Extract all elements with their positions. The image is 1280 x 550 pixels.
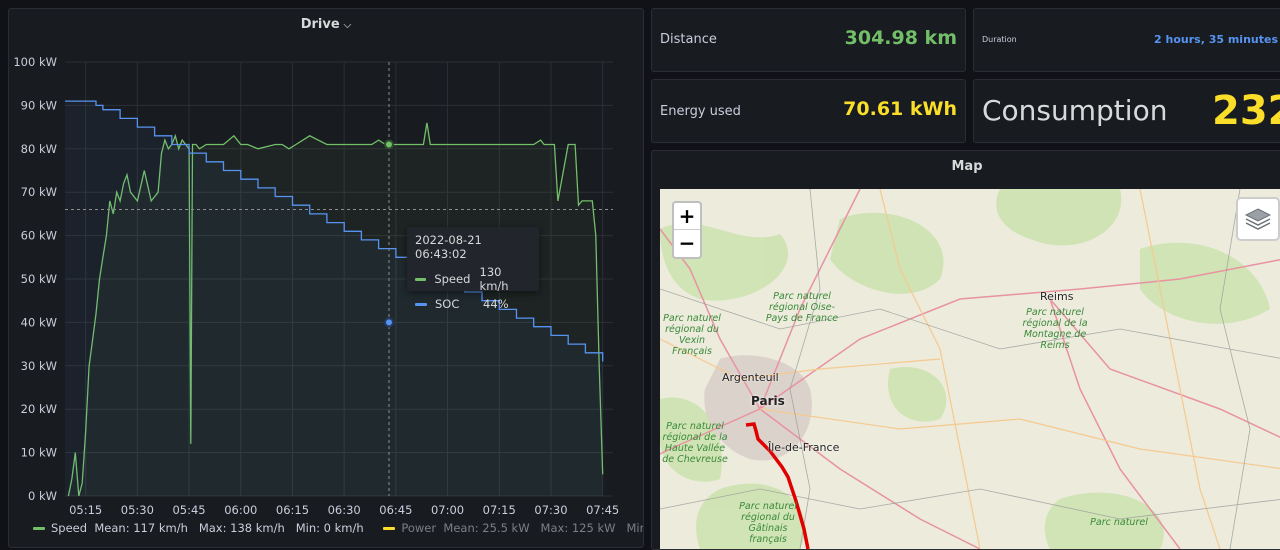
- legend-speed-stats: Mean: 117 km/h Max: 138 km/h Min: 0 km/h: [94, 521, 364, 535]
- y-tick-label: 90 kW: [21, 98, 57, 112]
- tooltip-soc-value: 44%: [483, 297, 509, 311]
- legend-speed-swatch: [33, 527, 45, 530]
- y-tick-label: 10 kW: [21, 446, 57, 460]
- series-line-speed[interactable]: [67, 122, 604, 497]
- energy-value: 70.61 kWh: [843, 98, 957, 120]
- zoom-control: + −: [672, 201, 702, 259]
- distance-title: Distance: [660, 32, 717, 47]
- map-label-ile-de-france: Île-de-France: [768, 441, 840, 454]
- y-tick-label: 60 kW: [21, 229, 57, 243]
- x-tick-label: 07:00: [431, 503, 464, 517]
- chevron-down-icon[interactable]: ⌵: [343, 20, 352, 31]
- y-tick-label: 20 kW: [21, 402, 57, 416]
- y-tick-label: 50 kW: [21, 272, 57, 286]
- map-label-park-oise: Parc naturel régional Oise-Pays de Franc…: [765, 291, 839, 324]
- map-label-paris: Paris: [751, 394, 785, 408]
- series-line-soc[interactable]: [65, 100, 604, 362]
- map-label-park-bottom: Parc naturel: [1090, 517, 1148, 528]
- chart-tooltip: 2022-08-21 06:43:02 Speed 130 km/h SOC 4…: [407, 227, 539, 311]
- hover-point-speed: [383, 139, 394, 150]
- chart-legend: Speed Mean: 117 km/h Max: 138 km/h Min: …: [33, 521, 643, 535]
- tooltip-time: 2022-08-21 06:43:02: [415, 233, 482, 261]
- series-area-soc: [65, 101, 603, 496]
- consumption-value: 232: [1212, 88, 1280, 134]
- tooltip-speed-row: Speed 130 km/h: [415, 265, 531, 293]
- x-tick-label: 06:15: [276, 503, 309, 517]
- x-tick-label: 05:15: [69, 503, 102, 517]
- x-tick-label: 06:30: [328, 503, 361, 517]
- duration-title: Duration: [982, 35, 1017, 44]
- drive-chart[interactable]: 0 kW 10 kW 20 kW 30 kW 40 kW 50 kW 60 kW 70 kW 8…: [9, 9, 644, 548]
- layers-button[interactable]: [1236, 197, 1280, 241]
- legend-speed[interactable]: Speed Mean: 117 km/h Max: 138 km/h Min: …: [33, 521, 367, 535]
- x-tick-label: 07:15: [483, 503, 516, 517]
- x-tick-label: 05:45: [172, 503, 205, 517]
- distance-value: 304.98 km: [844, 27, 957, 49]
- hover-point-soc: [383, 317, 394, 328]
- map-label-reims: Reims: [1040, 290, 1074, 303]
- map-label-park-reims: Parc naturel régional de la Montagne de …: [1022, 307, 1088, 351]
- map-panel-title[interactable]: Map: [951, 159, 983, 174]
- y-tick-label: 80 kW: [21, 142, 57, 156]
- x-tick-label: 06:00: [224, 503, 257, 517]
- tooltip-speed-label: Speed: [434, 272, 471, 286]
- consumption-title: Consumption: [982, 94, 1168, 127]
- drive-panel-title[interactable]: Drive ⌵: [300, 17, 352, 32]
- map-view[interactable]: Paris Argenteuil Île-de-France Reims Par…: [660, 189, 1280, 549]
- legend-power[interactable]: Power Mean: 25.5 kW Max: 125 kW Min: -78…: [383, 521, 643, 535]
- y-tick-label: 40 kW: [21, 315, 57, 329]
- zoom-in-button[interactable]: +: [674, 203, 700, 230]
- x-tick-label: 06:45: [379, 503, 412, 517]
- energy-title: Energy used: [660, 104, 741, 119]
- legend-speed-name: Speed: [51, 521, 88, 535]
- x-tick-label: 07:30: [534, 503, 567, 517]
- y-tick-label: 30 kW: [21, 359, 57, 373]
- map-label-park-vexin: Parc naturel régional du Vexin Français: [663, 313, 721, 357]
- x-tick-label: 05:30: [121, 503, 154, 517]
- map-label-park-gatinais: Parc naturel régional du Gâtinais frança…: [739, 501, 797, 545]
- drive-panel: 0 kW 10 kW 20 kW 30 kW 40 kW 50 kW 60 kW 70 kW 8…: [8, 8, 644, 548]
- y-tick-label: 70 kW: [21, 185, 57, 199]
- distance-panel: Distance 304.98 km: [651, 8, 966, 72]
- duration-panel: Duration 2 hours, 35 minutes: [973, 8, 1280, 72]
- map-panel: Map: [651, 150, 1280, 550]
- tooltip-speed-value: 130 km/h: [479, 265, 509, 293]
- duration-value: 2 hours, 35 minutes: [1154, 33, 1278, 46]
- x-tick-label: 07:45: [586, 503, 619, 517]
- map-label-argenteuil: Argenteuil: [722, 371, 779, 384]
- legend-power-swatch: [383, 527, 396, 530]
- consumption-panel: Consumption 232: [973, 79, 1280, 143]
- y-tick-label: 100 kW: [13, 55, 57, 69]
- y-tick-label: 0 kW: [28, 489, 57, 503]
- legend-power-stats: Mean: 25.5 kW Max: 125 kW Min: -78 kW: [443, 521, 643, 535]
- layers-icon: [1244, 208, 1272, 230]
- soc-swatch: [415, 302, 427, 306]
- tooltip-soc-label: SOC: [435, 297, 460, 311]
- legend-power-name: Power: [401, 521, 437, 535]
- map-label-park-chevreuse: Parc naturel régional de la Haute Vallée…: [662, 421, 728, 465]
- zoom-out-button[interactable]: −: [678, 231, 696, 255]
- speed-swatch: [415, 277, 427, 281]
- tooltip-soc-row: SOC 44%: [415, 297, 531, 311]
- route-line: [745, 422, 810, 549]
- map-tiles: [660, 189, 1280, 549]
- energy-panel: Energy used 70.61 kWh: [651, 79, 966, 143]
- series-area-speed: [68, 122, 603, 497]
